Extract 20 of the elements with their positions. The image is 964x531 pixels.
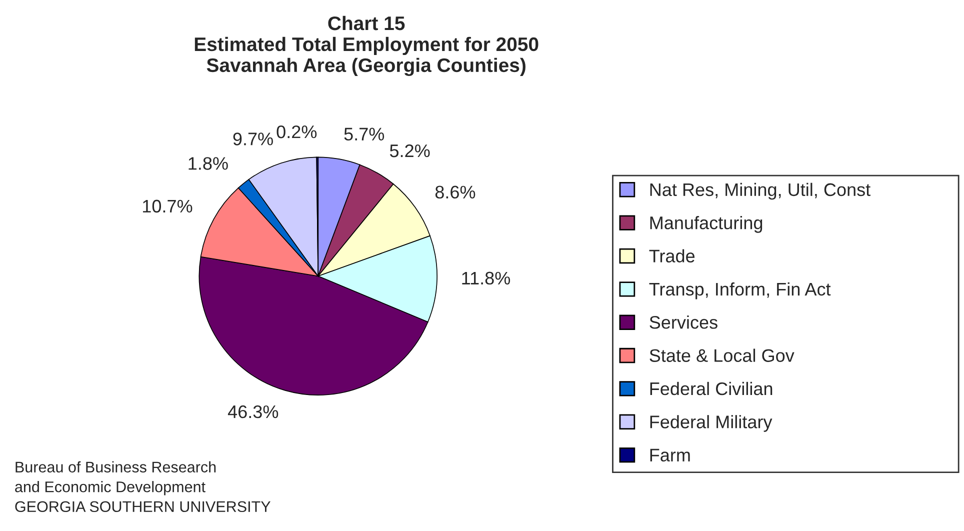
text: Bureau of Business Research and Economic Development GEORGIA SOUTHERN UNIVERSITY — [15, 461, 270, 512]
data-label: 9.7% — [233, 132, 273, 146]
legend-label: Federal Military — [650, 415, 772, 432]
data-label: 1.8% — [188, 157, 228, 170]
legend-label: Federal Civilian — [650, 382, 772, 396]
legend-label: Transp, Inform, Fin Act — [649, 282, 831, 300]
data-label: 8.6% — [435, 186, 476, 199]
chart-title: Chart 15 Estimated Total Employment for 2050 Savannah Area (Georgia Counties) — [194, 16, 538, 76]
data-label: 0.2% — [276, 125, 317, 138]
legend-label: State & Local Gov — [650, 348, 794, 362]
data-label: 5.7% — [344, 128, 384, 141]
legend-label: Manufacturing — [650, 216, 762, 233]
data-label: 11.8% — [462, 272, 510, 285]
data-label: 46.3% — [228, 405, 278, 418]
legend-label: Farm — [650, 448, 690, 462]
legend-label: Trade — [649, 249, 695, 262]
data-label: 5.2% — [390, 144, 430, 158]
data-label: 10.7% — [143, 200, 192, 213]
legend-label: Services — [650, 316, 718, 329]
legend-label: Nat Res, Mining, Util, Const — [650, 182, 870, 200]
